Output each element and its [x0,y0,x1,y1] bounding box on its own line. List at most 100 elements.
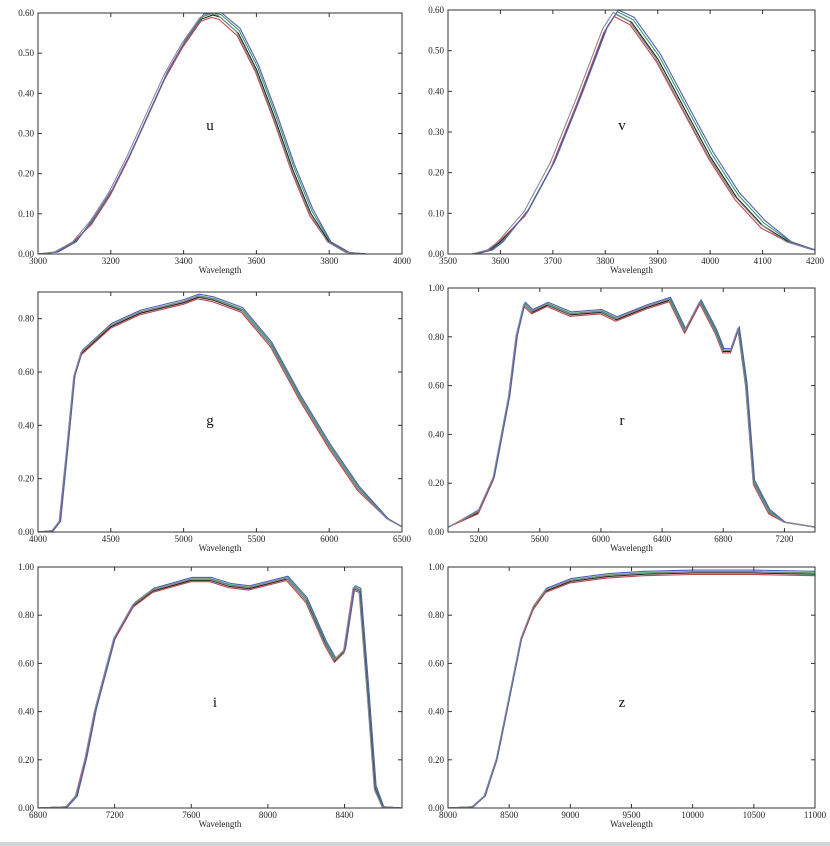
ytick-label: 0.40 [428,429,444,439]
x-axis-label: Wavelength [199,819,242,829]
curve-g-3 [38,293,403,533]
xtick-label: 3000 [29,256,48,266]
ytick-label: 0.20 [428,478,444,488]
band-label-u: u [206,118,214,134]
curve-i-0 [37,578,403,809]
xtick-label: 7200 [106,810,125,820]
xtick-label: 4000 [393,256,412,266]
curve-r-4 [447,298,815,528]
ytick-label: 0.80 [428,610,444,620]
x-axis-label: Wavelength [610,543,653,553]
plot-frame-r [447,287,816,533]
xtick-label: 7600 [182,810,201,820]
ytick-label: 0.00 [428,249,444,259]
xtick-label: 3400 [175,256,194,266]
curve-z-0 [447,572,816,809]
curve-u-4 [37,12,401,255]
ytick-label: 0.40 [428,86,444,96]
xtick-label: 3500 [439,256,458,266]
ytick-label: 0.30 [428,127,444,137]
xtick-label: 10000 [681,810,704,820]
xtick-label: 3700 [544,256,563,266]
bottom-rule [0,842,830,846]
curve-g-0 [37,296,403,533]
xtick-label: 3600 [247,256,266,266]
panel-z: 0.00 0.20 0.40 0.60 0.80 1.00 8000 8500 9000 9500… [428,562,826,829]
ytick-label: 0.10 [428,208,444,218]
curve-z-1 [448,571,816,809]
curve-g-2 [37,298,402,533]
curve-i-4 [37,577,402,809]
ytick-label: 0.60 [18,8,34,18]
xtick-label: 6800 [29,810,48,820]
ytick-label: 0.10 [18,209,34,219]
curve-v-1 [475,11,816,255]
band-label-z: z [619,695,626,711]
curve-i-2 [37,579,402,809]
plot-frame-i [37,566,403,809]
xtick-label: 11000 [804,810,827,820]
xtick-label: 4000 [701,256,720,266]
xtick-label: 3600 [491,256,510,266]
x-axis-label: Wavelength [199,265,242,275]
panel-v: 0.00 0.10 0.20 0.30 0.40 0.50 0.60 3500 3600 3700… [428,5,824,275]
ytick-label: 0.00 [428,803,444,813]
x-axis-label: Wavelength [610,819,653,829]
xtick-label: 3900 [649,256,668,266]
x-axis-label: Wavelength [199,543,242,553]
plot-frame-z [447,566,816,809]
xtick-label: 8000 [439,810,458,820]
band-label-i: i [213,695,217,711]
curve-z-4 [447,571,815,809]
curve-r-3 [448,296,816,528]
xtick-label: 6500 [393,534,412,544]
xtick-label: 3800 [596,256,615,266]
xtick-label: 6000 [320,534,339,544]
curve-i-1 [38,577,403,809]
xtick-label: 9000 [561,810,580,820]
band-label-r: r [620,413,625,429]
x-axis-label: Wavelength [610,265,653,275]
xtick-label: 3200 [102,256,121,266]
panel-g: 0.00 0.20 0.40 0.60 0.80 4000 4500 5000 5500 6000… [18,291,412,553]
panel-u: 0.00 0.10 0.20 0.30 0.40 0.50 0.60 3000 3200 3400… [18,8,411,275]
xtick-label: 4000 [29,534,48,544]
ytick-label: 0.40 [18,707,34,717]
ytick-label: 0.30 [18,129,34,139]
xtick-label: 7200 [775,534,794,544]
ytick-label: 0.20 [18,474,34,484]
xtick-label: 9500 [623,810,642,820]
curve-z-2 [447,573,815,809]
ytick-label: 0.40 [428,707,444,717]
ytick-label: 0.40 [18,420,34,430]
ytick-label: 0.40 [18,88,34,98]
panel-r: 0.00 0.20 0.40 0.60 0.80 1.00 5200 5600 6000 6400… [428,283,816,553]
curve-v-3 [476,9,816,255]
curve-z-3 [448,569,816,809]
xtick-label: 8500 [500,810,519,820]
ytick-label: 0.00 [18,249,34,259]
ytick-label: 0.60 [428,658,444,668]
band-label-v: v [618,118,626,134]
ytick-label: 0.00 [428,527,444,537]
ytick-label: 1.00 [428,562,444,572]
curve-r-1 [448,298,816,528]
curve-v-4 [471,11,813,255]
curve-g-1 [38,295,403,533]
ytick-label: 0.50 [428,46,444,56]
ytick-label: 0.00 [18,803,34,813]
ytick-label: 0.20 [18,169,34,179]
ytick-label: 0.60 [428,381,444,391]
xtick-label: 4100 [754,256,773,266]
ytick-label: 0.80 [428,332,444,342]
curve-u-3 [39,12,402,255]
xtick-label: 5000 [175,534,194,544]
ytick-label: 1.00 [428,283,444,293]
ytick-label: 0.00 [18,527,34,537]
ytick-label: 0.20 [18,755,34,765]
ytick-label: 0.60 [18,367,34,377]
plot-frame-v [447,9,816,255]
xtick-label: 5200 [470,534,489,544]
xtick-label: 3800 [320,256,339,266]
